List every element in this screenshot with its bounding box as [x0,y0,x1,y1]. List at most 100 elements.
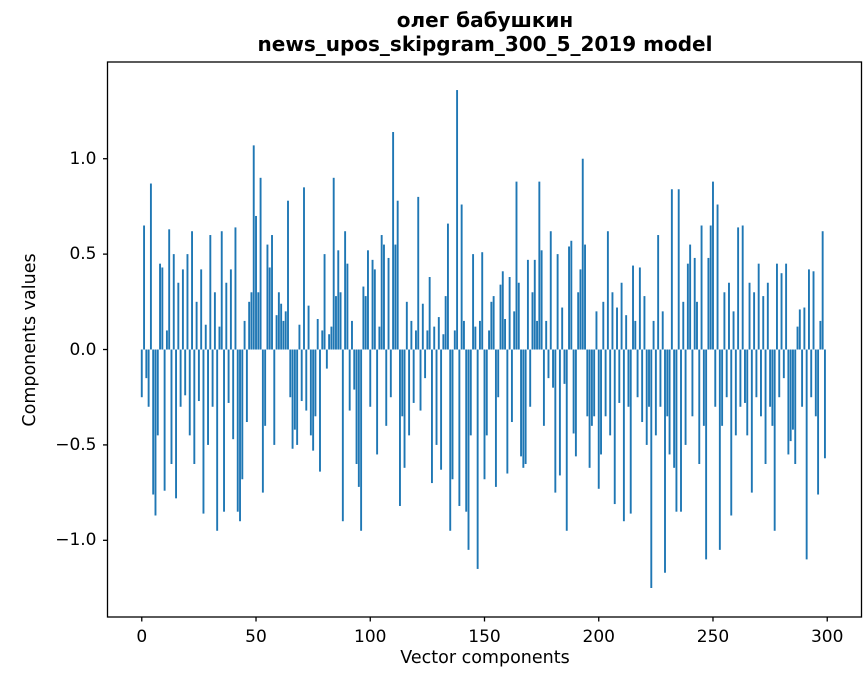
bar [403,349,406,468]
bar [686,263,689,350]
x-tick-label: 150 [468,627,501,647]
bar [593,349,596,417]
bar [645,349,648,445]
bar [248,301,251,350]
bar [499,284,502,350]
bar [702,349,705,426]
bar [446,223,449,350]
bar [179,349,182,407]
bar [504,318,507,350]
bar [392,132,395,350]
bar [319,349,321,472]
bar [355,349,358,464]
bar [691,349,694,417]
bar [330,326,333,350]
bar [680,349,682,512]
bar [442,334,445,350]
bar [709,225,712,350]
bar [143,225,146,350]
bar [716,204,719,350]
bar [805,349,808,560]
y-tick-label: 1.0 [69,148,97,169]
bar [410,320,413,350]
x-axis-label: Vector components [400,648,570,668]
bar [259,177,262,350]
bar [526,259,529,350]
bar [490,301,493,350]
bar [627,349,630,407]
bar [328,334,331,350]
bar [367,250,369,350]
bar [657,235,660,350]
bar [586,349,589,417]
bar [239,349,241,522]
bar [424,349,427,379]
bar [787,349,790,455]
bar [739,349,742,407]
bar [506,349,509,474]
bar [611,292,614,350]
bar [693,257,696,350]
bar [485,349,488,436]
bar [698,349,701,464]
bar [396,200,399,350]
bar [170,349,173,464]
bar [218,326,221,350]
bar [163,349,166,491]
bar [296,349,299,445]
bar [803,307,806,350]
bar [776,263,778,350]
bar [549,231,552,350]
bar [181,269,184,350]
bar [568,246,570,350]
bar [510,349,513,423]
bar [341,349,344,522]
bar [467,349,470,550]
bar [307,305,310,350]
bar [632,265,634,350]
bar [741,225,744,350]
bar [488,330,491,350]
bar [789,349,792,442]
bar [371,259,374,350]
bar [700,225,703,350]
bar [277,292,280,350]
bar [289,349,292,398]
bar [558,349,561,476]
bar [236,349,239,512]
bar [323,254,326,350]
bar [808,269,810,350]
bar [197,349,200,402]
bar [147,349,150,407]
bar [684,349,687,445]
bar [348,349,351,411]
bar [351,320,353,350]
bar [574,349,577,457]
bar [529,349,532,407]
bar [492,296,495,350]
bar [202,349,205,514]
bar [766,282,769,350]
bar [255,215,257,350]
bar [565,349,568,531]
bar [494,349,497,487]
bar [268,267,271,350]
bar [682,301,685,350]
bar [538,181,541,350]
bar [453,330,456,350]
bar [362,286,365,350]
x-tick-label: 50 [245,627,267,647]
bar [243,320,246,350]
bar [437,317,440,350]
bar [364,296,367,350]
bar [401,349,404,417]
bar [725,349,728,398]
bar [332,177,335,350]
bar [245,349,248,423]
bar [547,349,550,379]
bar [335,296,337,350]
bar [622,349,625,522]
bar [200,269,203,350]
bar [618,349,621,403]
bar [606,231,609,350]
